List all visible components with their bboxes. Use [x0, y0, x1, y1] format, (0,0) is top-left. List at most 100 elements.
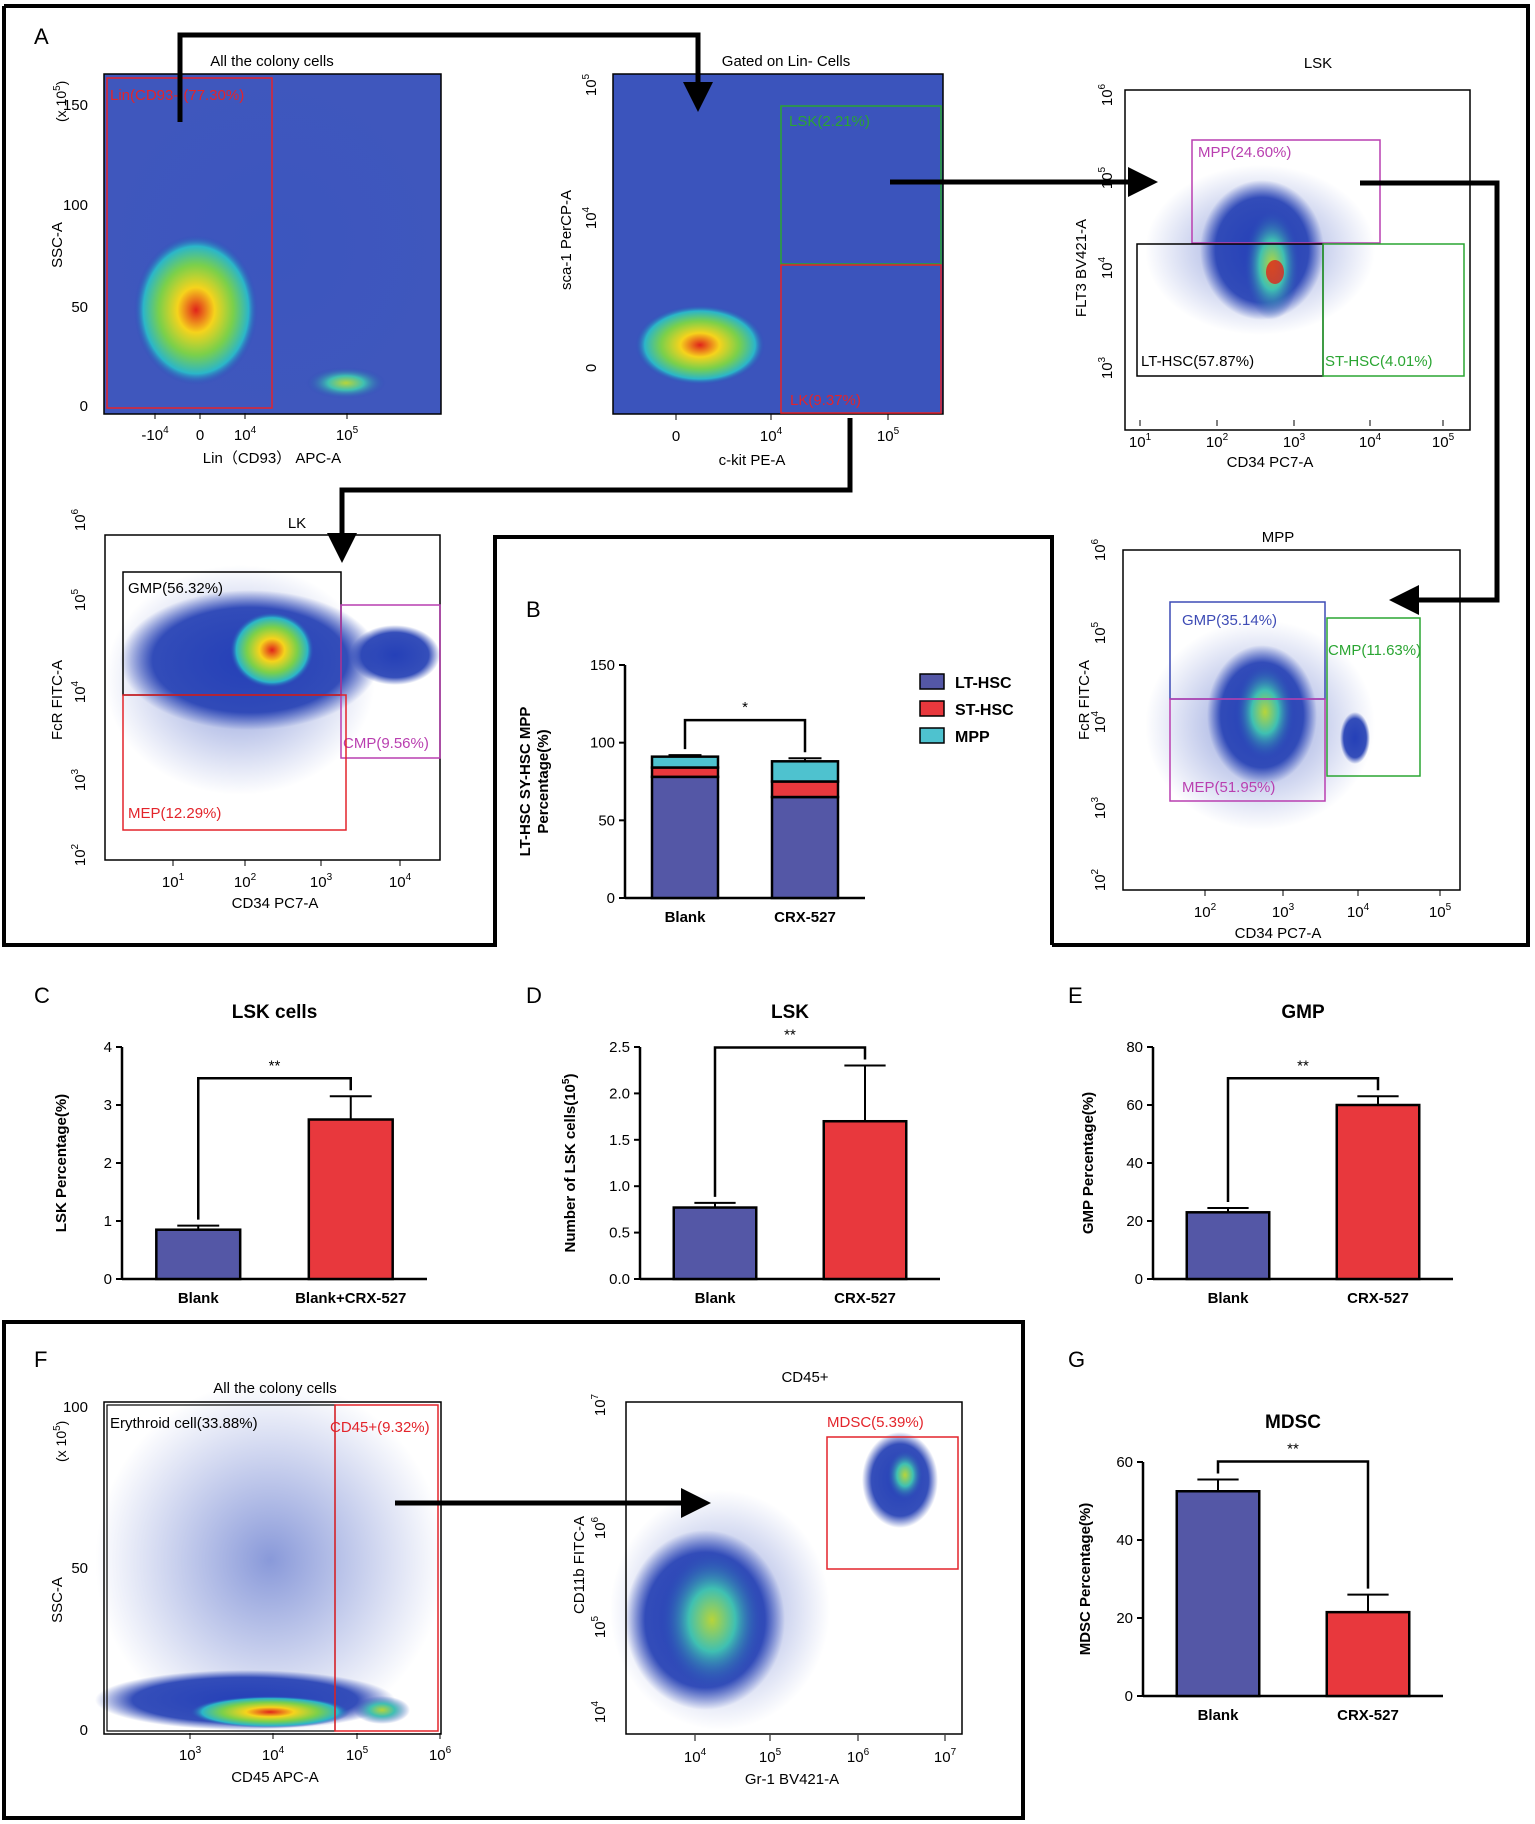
- y-tick: 107: [590, 1393, 609, 1416]
- x-axis-label: c-kit PE-A: [719, 452, 786, 469]
- bar-blank: [672, 1206, 758, 1281]
- x-axis-label: CD34 PC7-A: [1235, 925, 1322, 942]
- y-tick: 104: [581, 206, 600, 229]
- y-tick: 50: [71, 299, 88, 316]
- legend-label: MPP: [955, 729, 990, 746]
- flow-scatter-halo: [95, 1380, 445, 1740]
- gate-label: Lin(CD93-)(77.30%): [110, 87, 244, 104]
- flow-plot-lin: LSK(2.21%) LK(9.37%) Gated on Lin- Cells…: [558, 53, 944, 469]
- gate-cmp: [1326, 617, 1421, 777]
- y-tick-labels: 0 50 100: [63, 1399, 88, 1739]
- x-tick: 105: [346, 1745, 369, 1764]
- y-tick: 1.5: [609, 1132, 630, 1149]
- y-tick: 105: [70, 588, 89, 611]
- gate-label: MEP(12.29%): [128, 805, 221, 822]
- y-tick: 40: [1116, 1532, 1133, 1549]
- flow-cluster-cmp: [1340, 712, 1370, 764]
- y-multiplier: (x 105): [52, 81, 69, 122]
- x-tick: 103: [1272, 902, 1295, 921]
- plot-title: LSK: [1304, 55, 1332, 72]
- y-tick: 60: [1116, 1454, 1133, 1471]
- category-label: Blank: [178, 1290, 220, 1307]
- x-tick: 103: [1283, 432, 1306, 451]
- y-axis-label: LSK Percentage(%): [53, 1094, 70, 1232]
- category-label: Blank: [695, 1290, 737, 1307]
- plot-frame: [612, 73, 944, 415]
- x-tick: 105: [1432, 432, 1455, 451]
- y-tick-labels: 0 104 105: [581, 73, 600, 372]
- x-tick-labels: 101 102 103 104: [162, 860, 412, 891]
- x-tick: 105: [336, 425, 359, 444]
- flow-cluster-mdsc: [887, 1450, 923, 1500]
- x-tick: -104: [141, 425, 169, 444]
- chart-title: GMP: [1281, 1002, 1325, 1023]
- bar-blank: [1185, 1211, 1271, 1281]
- y-tick: 150: [590, 657, 615, 674]
- legend-swatch-lt-hsc: [919, 673, 945, 690]
- flow-cluster-main: [134, 235, 258, 385]
- gate-st-hsc: [1322, 243, 1465, 377]
- y-tick: 20: [1126, 1213, 1143, 1230]
- x-tick: 105: [1429, 902, 1452, 921]
- x-tick: 106: [847, 1747, 870, 1766]
- bar-blank-crx-527: [307, 1118, 394, 1281]
- y-tick: 50: [598, 812, 615, 829]
- y-tick-labels: 103 104 105 106: [1097, 83, 1116, 379]
- arrow-lin-to-lk: [327, 418, 853, 563]
- y-tick: 104: [1090, 710, 1109, 733]
- category-label: Blank: [1198, 1707, 1240, 1724]
- bar-mpp: [650, 755, 720, 769]
- arrow-all-to-lin: [177, 32, 713, 122]
- x-tick: 104: [1347, 902, 1370, 921]
- x-tick-labels: 102 103 104 105: [1194, 890, 1452, 921]
- y-tick: 0: [607, 890, 615, 907]
- plot-title: All the colony cells: [213, 1380, 336, 1397]
- x-tick: 104: [1359, 432, 1382, 451]
- gate-mdsc: [826, 1436, 959, 1570]
- plot-frame: [1122, 549, 1461, 891]
- y-tick: 105: [590, 1615, 609, 1638]
- y-tick: 103: [1090, 796, 1109, 819]
- x-tick: 105: [877, 426, 900, 445]
- x-tick-labels: 101 102 103 104 105: [1129, 420, 1455, 451]
- significance-bracket: [713, 1046, 867, 1197]
- gate-label: MEP(51.95%): [1182, 779, 1275, 796]
- panel-letter-e: E: [1068, 983, 1083, 1008]
- significance-bracket: [1216, 1460, 1370, 1589]
- gate-lin-cd93: [106, 77, 273, 409]
- gate-label: GMP(56.32%): [128, 580, 223, 597]
- bar-lt-hsc: [770, 795, 840, 900]
- gate-label: CMP(9.56%): [343, 735, 429, 752]
- bar-blank: [155, 1228, 242, 1281]
- flow-cluster-cd45: [354, 1696, 410, 1724]
- gate-label: LT-HSC(57.87%): [1141, 353, 1254, 370]
- y-axis-label: FLT3 BV421-A: [1073, 219, 1090, 317]
- y-tick: 103: [70, 768, 89, 791]
- flow-cluster-main: [635, 305, 765, 385]
- y-tick: 0.5: [609, 1225, 630, 1242]
- x-tick-labels: 0 104 105: [672, 414, 900, 445]
- y-tick: 104: [1097, 256, 1116, 279]
- significance-bracket: [683, 718, 807, 753]
- category-label: CRX-527: [1337, 1707, 1399, 1724]
- chart-title: LSK: [771, 1002, 809, 1023]
- gate-label: CD45+(9.32%): [330, 1419, 430, 1436]
- arrow-lsk-to-mpp: [1360, 180, 1500, 615]
- category-label: Blank: [1208, 1290, 1250, 1307]
- x-tick: 101: [1129, 432, 1152, 451]
- significance-bracket: [1226, 1077, 1380, 1202]
- bar-st-hsc: [650, 766, 720, 779]
- bar-chart-c: 0 1 2 3 4 Blank Blank+CRX-527 ** LSK cells LSK Pe…: [53, 1002, 427, 1307]
- x-tick: 104: [684, 1747, 707, 1766]
- x-tick-labels: 103 104 105 106: [179, 1733, 452, 1764]
- gate-lk: [780, 264, 942, 414]
- flow-cluster-main: [1235, 664, 1295, 760]
- y-tick: 20: [1116, 1610, 1133, 1627]
- plot-title: CD45+: [781, 1369, 828, 1386]
- significance-label: **: [784, 1027, 796, 1044]
- flow-plot-cd45: MDSC(5.39%) CD45+ Gr-1 BV421-A CD11b FIT…: [571, 1369, 963, 1788]
- y-axis-label: FcR FITC-A: [49, 660, 66, 740]
- bar-st-hsc: [770, 780, 840, 799]
- bar-crx-527: [1325, 1610, 1411, 1698]
- category-label: Blank+CRX-527: [295, 1290, 406, 1307]
